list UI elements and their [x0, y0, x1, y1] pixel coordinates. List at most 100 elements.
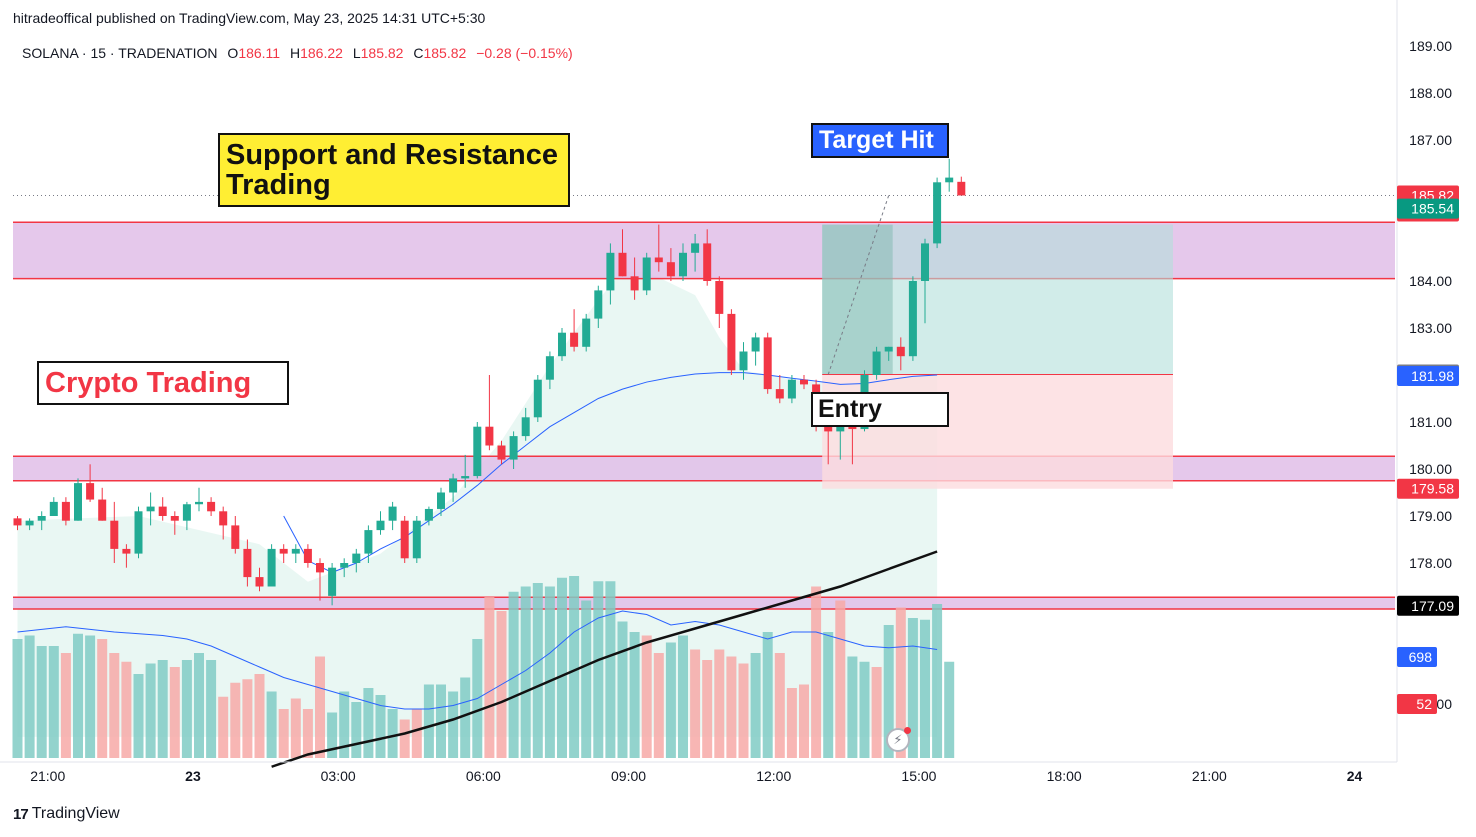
price-tick-label: 180.00 [1409, 461, 1452, 477]
volume-bar [847, 656, 858, 758]
candle-body [328, 567, 337, 596]
candle-body [25, 520, 34, 526]
candle-body [449, 478, 458, 493]
ohlc-low-value: 185.82 [360, 45, 404, 61]
candle-body [679, 252, 687, 277]
volume-bar [726, 656, 737, 758]
volume-bar [484, 597, 495, 758]
trend-area-fill [17, 271, 938, 737]
volume-bar [508, 591, 519, 758]
candle-body [884, 346, 893, 352]
candle-body [98, 499, 107, 521]
time-tick-label: 18:00 [1047, 768, 1082, 784]
candle-body [618, 252, 627, 277]
volume-bar [448, 691, 459, 758]
price-badge [1397, 694, 1437, 714]
candle-body [848, 426, 857, 430]
candle-body [945, 177, 954, 183]
price-badge [1397, 365, 1459, 386]
volume-bar [871, 667, 882, 758]
candle-body [654, 257, 663, 263]
volume-bar [436, 684, 446, 758]
candle-body [74, 483, 82, 521]
price-badge-label: 181.98 [1411, 368, 1454, 384]
candle-body [316, 563, 324, 573]
volume-bar [774, 653, 785, 758]
candle-body [207, 501, 216, 512]
candle-body [219, 511, 228, 526]
candle-body [352, 553, 361, 563]
candle-body [727, 313, 736, 371]
price-badge [1397, 595, 1459, 616]
candle-body [424, 508, 433, 521]
ohlc-high-label: H [289, 45, 301, 61]
time-tick-label: 23 [185, 768, 201, 784]
symbol-legend[interactable]: SOLANA · 15 · TRADENATION O186.11 H186.2… [22, 45, 573, 61]
volume-bar [944, 661, 955, 758]
volume-bar [24, 635, 35, 758]
candle-body [61, 501, 70, 521]
candle-body [787, 379, 796, 399]
volume-long-ma-line [271, 550, 938, 768]
candle-body [570, 332, 579, 347]
ohlc-close-value: 185.82 [423, 45, 467, 61]
volume-bar [823, 632, 834, 758]
volume-bar [593, 581, 604, 758]
volume-bar [532, 583, 543, 758]
support-resistance-label[interactable]: Support and Resistance Trading [218, 133, 570, 207]
candle-body [303, 548, 312, 563]
volume-ma-line [17, 610, 938, 710]
volume-bar [883, 625, 894, 758]
published-line: hitradeoffical published on TradingView.… [13, 10, 486, 26]
candle-body [921, 243, 929, 281]
volume-bar [73, 633, 83, 758]
volume-bar [665, 642, 676, 758]
candle-body [158, 506, 167, 516]
candle-body [243, 548, 252, 578]
volume-bar [181, 660, 192, 758]
candle-body [896, 346, 905, 357]
candle-body [775, 389, 784, 399]
candle-body [558, 332, 566, 357]
volume-bar [641, 635, 652, 758]
ohlc-change-value: −0.28 (−0.15%) [476, 45, 573, 61]
volume-bar [423, 684, 434, 758]
volume-bar [157, 660, 168, 758]
price-tick-label: 178.00 [1409, 555, 1452, 571]
crypto-trading-label[interactable]: Crypto Trading [37, 361, 289, 405]
tradingview-brand: TradingView [31, 805, 120, 822]
price-tick-label: 184.00 [1409, 273, 1452, 289]
volume-bar [653, 653, 664, 758]
candle-body [182, 504, 191, 521]
entry-label[interactable]: Entry [811, 392, 949, 427]
price-badge [1397, 647, 1437, 667]
volume-bar [121, 661, 132, 758]
tradingview-logo[interactable]: 17 TradingView [13, 805, 120, 823]
tradingview-logo-mark: 17 [13, 805, 29, 823]
volume-bar [387, 709, 398, 758]
time-tick-label: 21:00 [30, 768, 65, 784]
volume-bar [750, 653, 761, 758]
volume-bar [230, 682, 241, 758]
lightning-icon[interactable]: ⚡ [886, 727, 911, 752]
position-progress-area [822, 224, 893, 375]
volume-bar [895, 607, 906, 758]
candle-body [37, 516, 46, 521]
price-badge-label: 179.58 [1411, 481, 1454, 497]
candle-body [521, 417, 530, 437]
price-ma-line [283, 372, 938, 573]
volume-bar [206, 660, 217, 758]
candle-body [146, 506, 155, 512]
candle-body [364, 530, 373, 554]
target-hit-label[interactable]: Target Hit [811, 123, 949, 158]
price-tick-label: 181.00 [1409, 414, 1452, 430]
volume-bar [363, 688, 374, 758]
candle-body [400, 520, 409, 559]
sr-zone-3 [13, 597, 1395, 610]
candle-body [13, 518, 22, 526]
volume-bar [254, 674, 265, 758]
candle-body [497, 445, 506, 460]
candle-body [824, 426, 833, 432]
price-tick-label: 183.00 [1409, 320, 1452, 336]
